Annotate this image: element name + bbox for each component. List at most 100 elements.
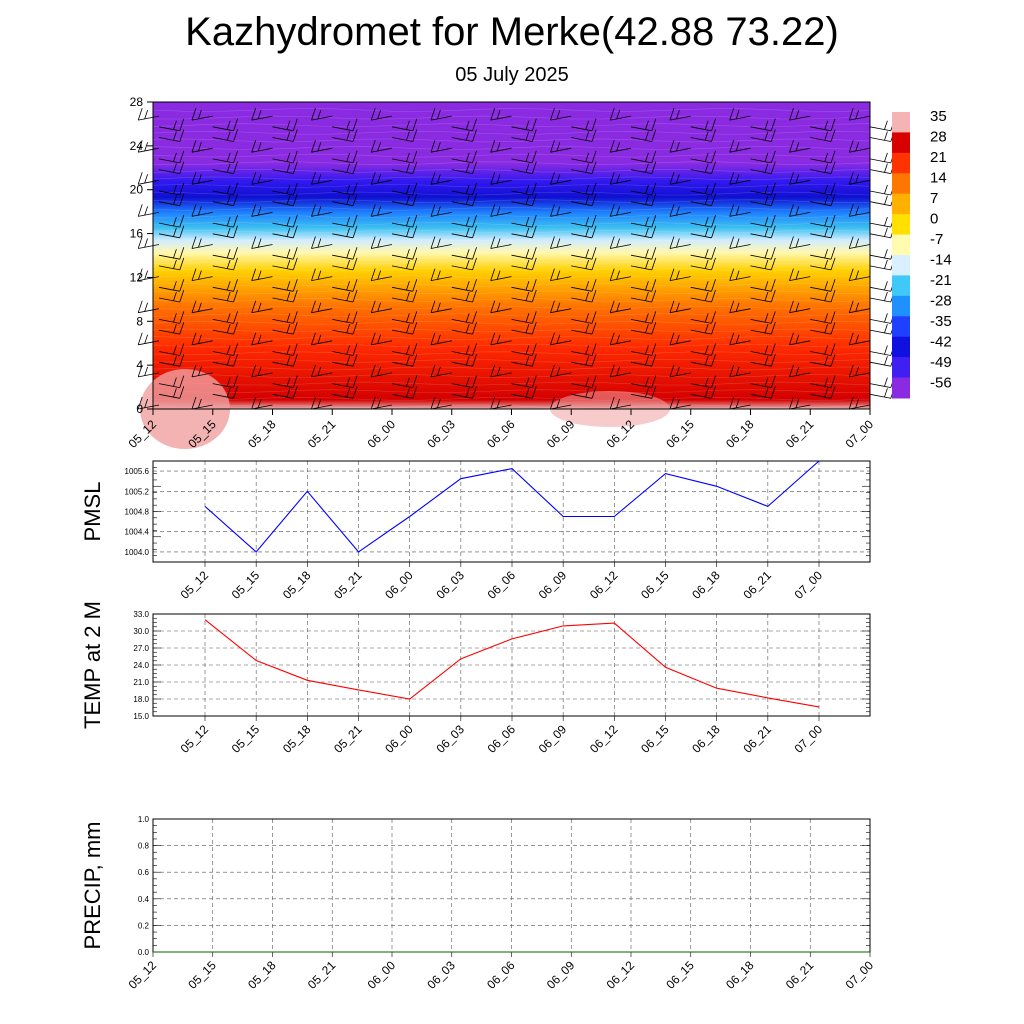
colorbar-swatch xyxy=(892,357,910,379)
wind-barb-flag xyxy=(292,279,298,292)
wind-barb-shaft xyxy=(869,126,891,132)
x-tick-label: 05_18 xyxy=(245,958,279,992)
wind-barb xyxy=(571,386,597,399)
wind-barb-shaft xyxy=(750,222,772,228)
wind-barb-flag xyxy=(591,193,597,206)
wind-barb xyxy=(810,257,836,271)
wind-barb-shaft xyxy=(272,383,294,388)
wind-barb xyxy=(750,214,776,228)
wind-barb-flag xyxy=(525,120,530,130)
wind-barb-flag xyxy=(824,249,829,259)
wind-barb xyxy=(669,172,691,185)
wind-barb-flag xyxy=(430,236,436,249)
wind-barb-shaft xyxy=(158,286,180,292)
wind-barb xyxy=(750,182,776,196)
x-tick-label: 06_03 xyxy=(433,568,467,602)
wind-barb xyxy=(451,354,477,367)
wind-barb-flag xyxy=(286,216,291,227)
pmsl-axis-label: PMSL xyxy=(80,482,105,542)
wind-barb-shaft xyxy=(138,404,160,410)
wind-barb-shaft xyxy=(750,254,772,260)
wind-barb-flag xyxy=(226,227,231,237)
wind-barb-shaft xyxy=(690,201,712,207)
isotherm-contour xyxy=(152,305,871,310)
wind-barb xyxy=(511,289,537,303)
isotherm-contour xyxy=(152,252,871,257)
wind-barb-flag xyxy=(144,398,148,409)
wind-barb-shaft xyxy=(810,222,832,228)
wind-barb-flag xyxy=(346,323,351,334)
wind-barb-flag xyxy=(436,334,441,344)
wind-barb-flag xyxy=(789,236,794,249)
wind-barb-flag xyxy=(591,321,597,335)
wind-barb-flag xyxy=(735,109,740,120)
wind-barb-shaft xyxy=(311,404,333,410)
wind-barb-flag xyxy=(436,270,441,280)
wind-barb xyxy=(311,236,333,249)
wind-barb-flag xyxy=(591,118,597,131)
wind-barb-shaft xyxy=(669,372,691,378)
wind-barb-flag xyxy=(286,388,291,398)
wind-barb-shaft xyxy=(430,372,452,378)
x-tick-label: 06_15 xyxy=(663,417,697,451)
wind-barb-flag xyxy=(789,140,794,153)
wind-barb-shaft xyxy=(391,361,413,367)
wind-barb xyxy=(311,172,333,185)
wind-barb-flag xyxy=(317,109,322,120)
wind-barb-flag xyxy=(436,109,441,120)
wind-barb-flag xyxy=(292,182,298,196)
wind-barb-shaft xyxy=(869,233,891,239)
wind-barb-shaft xyxy=(451,158,473,164)
wind-barb-flag xyxy=(556,238,561,248)
isotherm-contour xyxy=(152,176,871,181)
wind-barb xyxy=(690,257,716,271)
y-tick-label: 27.0 xyxy=(133,644,149,653)
wind-barb xyxy=(511,193,537,207)
wind-barb xyxy=(272,321,298,335)
wind-barb xyxy=(869,150,896,164)
x-tick-label: 06_12 xyxy=(587,568,621,602)
wind-barb-flag xyxy=(770,118,776,131)
temp-series-line xyxy=(204,619,820,708)
wind-barb-shaft xyxy=(550,340,572,346)
wind-barb-flag xyxy=(669,300,675,313)
wind-barb-shaft xyxy=(849,244,871,249)
wind-barb-flag xyxy=(616,238,620,248)
wind-barb-shaft xyxy=(191,179,213,185)
wind-barb-flag xyxy=(525,377,530,387)
wind-barb xyxy=(272,193,298,207)
isotherm-contour xyxy=(152,275,871,280)
wind-barb-shaft xyxy=(630,265,652,271)
wind-barb-flag xyxy=(412,386,418,399)
wind-barb-shaft xyxy=(311,115,333,121)
wind-barb xyxy=(789,396,811,410)
wind-barb-flag xyxy=(525,345,530,355)
colorbar-swatch xyxy=(892,255,910,276)
wind-barb-flag xyxy=(226,323,231,334)
wind-barb-shaft xyxy=(251,212,273,217)
wind-barb-flag xyxy=(412,247,418,260)
wind-barb xyxy=(451,129,477,142)
wind-barb xyxy=(690,343,716,356)
wind-barb-flag xyxy=(286,163,291,173)
wind-barb-flag xyxy=(179,118,185,131)
wind-barb-flag xyxy=(764,281,769,291)
wind-barb xyxy=(191,268,213,281)
wind-barb-flag xyxy=(173,216,177,227)
wind-barb-flag xyxy=(233,129,238,142)
wind-barb-flag xyxy=(496,398,501,409)
colorbar-swatch xyxy=(892,295,910,317)
wind-barb-flag xyxy=(764,356,769,366)
wind-barb-shaft xyxy=(391,201,413,207)
wind-barb xyxy=(191,364,213,378)
wind-barb-flag xyxy=(346,163,351,173)
wind-barb xyxy=(869,182,896,196)
colorbar-label: -35 xyxy=(930,313,952,330)
wind-barb-flag xyxy=(257,238,262,248)
wind-barb-flag xyxy=(490,172,496,185)
wind-barb-flag xyxy=(465,345,470,355)
wind-barb-flag xyxy=(884,131,888,141)
wind-barb xyxy=(490,332,512,346)
wind-barb-shaft xyxy=(212,361,234,367)
wind-barb-flag xyxy=(585,388,590,398)
